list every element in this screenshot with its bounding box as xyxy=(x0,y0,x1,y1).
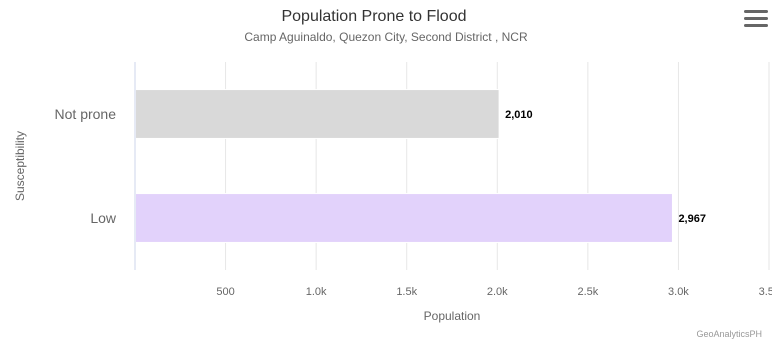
x-tick-label: 2.0k xyxy=(487,286,508,298)
x-tick-label: 2.5k xyxy=(577,286,598,298)
hamburger-menu-icon[interactable] xyxy=(744,8,768,28)
chart-title: Population Prone to Flood xyxy=(281,8,466,25)
x-tick-label: 1.5k xyxy=(396,286,417,298)
x-tick-label: 500 xyxy=(216,286,234,298)
bars xyxy=(135,89,673,243)
data-label: 2,010 xyxy=(505,109,533,121)
chart-subtitle: Camp Aguinaldo, Quezon City, Second Dist… xyxy=(244,30,528,44)
x-tick-label: 3.5k xyxy=(759,286,772,298)
x-tick-label: 1.0k xyxy=(306,286,327,298)
x-tick-labels: 500 1.0k 1.5k 2.0k 2.5k 3.0k 3.5k xyxy=(216,286,772,298)
y-axis-title: Susceptibility xyxy=(13,131,27,201)
x-axis-title: Population xyxy=(424,309,481,323)
x-tick-label: 3.0k xyxy=(668,286,689,298)
category-label: Low xyxy=(90,210,117,226)
bar-low[interactable] xyxy=(135,193,673,243)
data-labels: 2,010 2,967 xyxy=(505,109,706,225)
data-label: 2,967 xyxy=(678,213,706,225)
category-labels: Not prone Low xyxy=(55,106,117,226)
bar-not-prone[interactable] xyxy=(135,89,500,139)
chart-credit[interactable]: GeoAnalyticsPH xyxy=(696,329,762,339)
category-label: Not prone xyxy=(55,106,117,122)
